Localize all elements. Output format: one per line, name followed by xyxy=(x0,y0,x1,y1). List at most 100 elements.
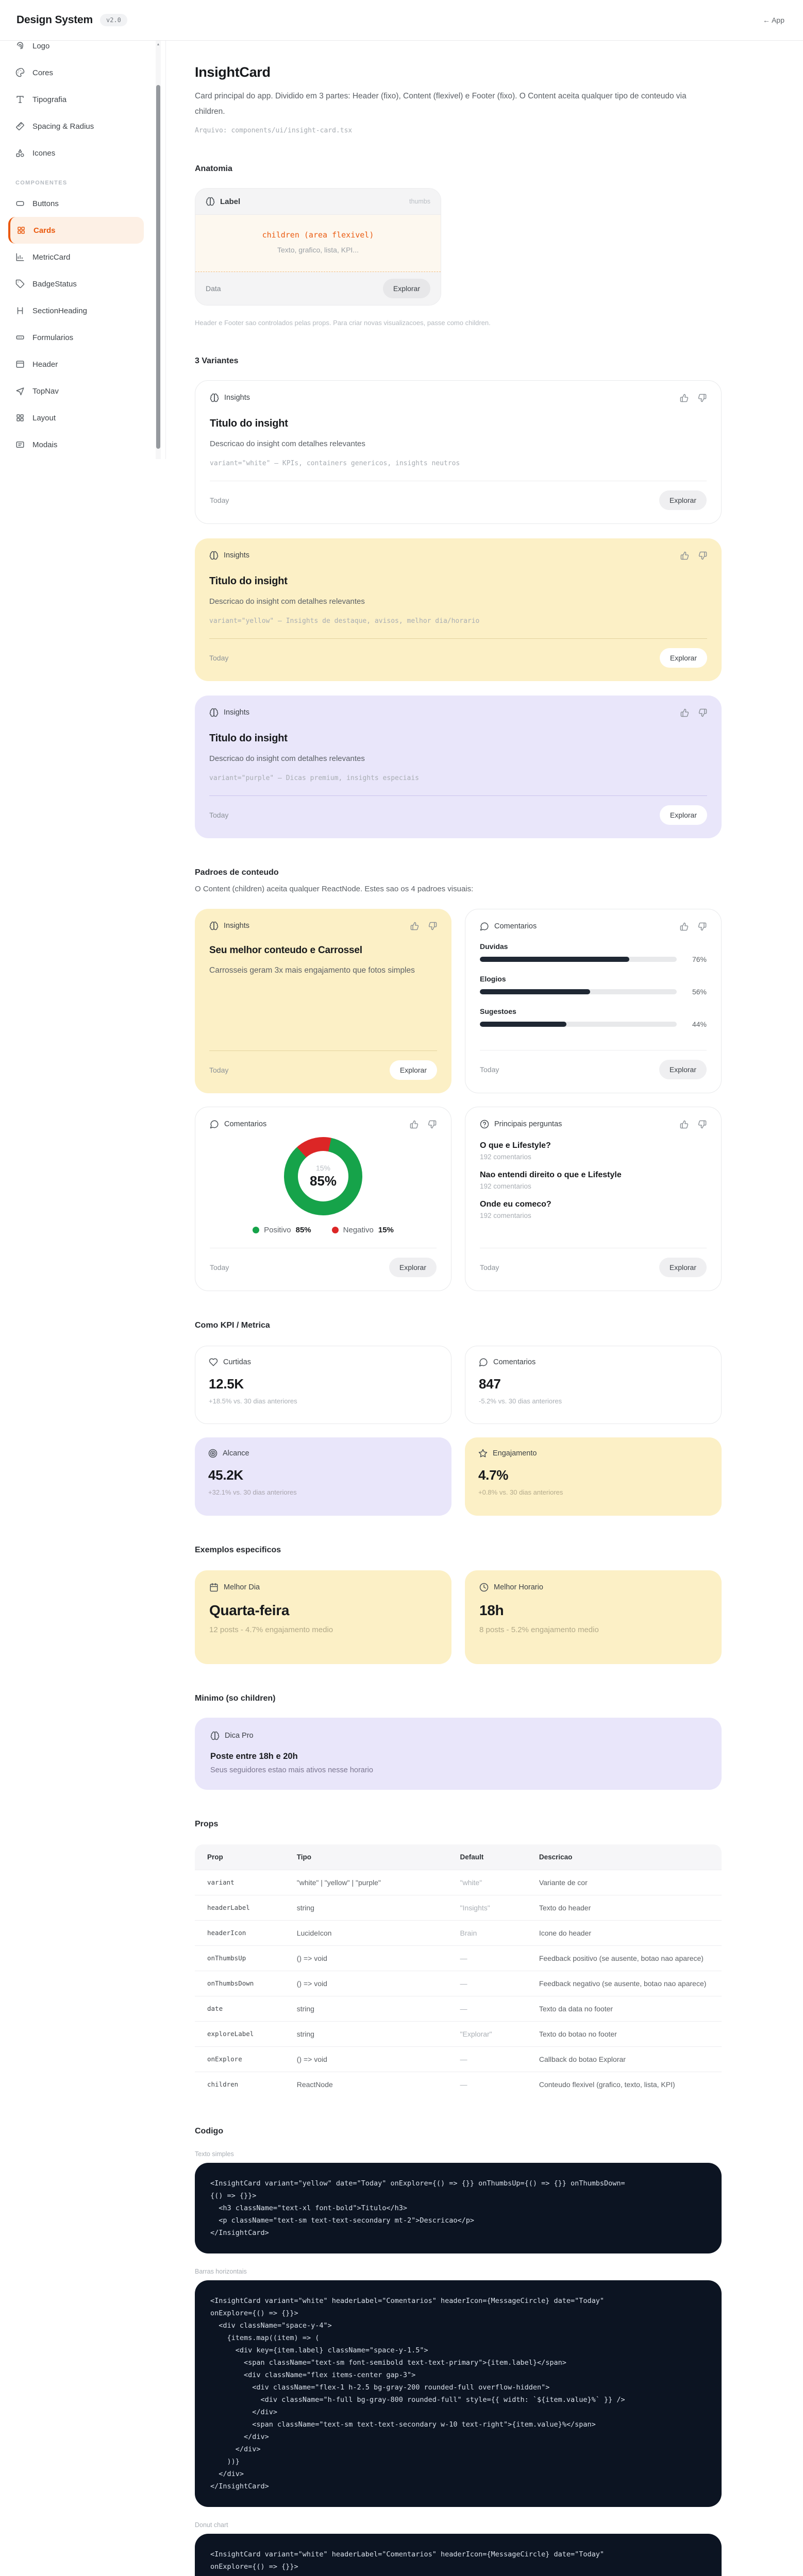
insight-description: Carrosseis geram 3x mais engajamento que… xyxy=(209,966,415,975)
target-icon xyxy=(208,1449,218,1458)
sidebar-item-label: Layout xyxy=(32,413,56,422)
sidebar-item-header[interactable]: Header xyxy=(8,351,144,378)
props-cell: onThumbsDown xyxy=(195,1971,285,1996)
props-table-row: variant "white" | "yellow" | "purple" "whi… xyxy=(195,1870,722,1895)
sidebar-item-icones[interactable]: Icones xyxy=(8,140,144,166)
help-circle-icon xyxy=(480,1120,489,1129)
sidebar-item-sectionheading[interactable]: SectionHeading xyxy=(8,297,144,324)
explore-button[interactable]: Explorar xyxy=(659,805,707,825)
bar-fill xyxy=(480,957,630,962)
sidebar-item-modais[interactable]: Modais xyxy=(8,431,144,458)
sidebar-item-layout[interactable]: Layout xyxy=(8,404,144,431)
sidebar-item-spacing-radius[interactable]: Spacing & Radius xyxy=(8,113,144,140)
brain-icon xyxy=(206,197,215,206)
clock-icon xyxy=(479,1583,489,1592)
thumbs-up-icon[interactable] xyxy=(410,922,419,930)
back-to-app-link[interactable]: ← App xyxy=(762,16,784,24)
props-cell: variant xyxy=(195,1870,285,1895)
sidebar-item-label: BadgeStatus xyxy=(32,279,77,289)
explore-button[interactable]: Explorar xyxy=(659,490,707,511)
section-heading: Props xyxy=(195,1820,219,1829)
sidebar-item-formularios[interactable]: Formularios xyxy=(8,324,144,351)
props-table-row: children ReactNode — Conteudo flexivel (gra… xyxy=(195,2072,722,2097)
props-cell: LucideIcon xyxy=(284,1920,448,1945)
thumbs-up-icon[interactable] xyxy=(680,708,689,717)
tip-title: Poste entre 18h e 20h xyxy=(210,1752,298,1761)
props-table-row: headerLabel string "Insights" Texto do head… xyxy=(195,1895,722,1920)
scrollbar-up-arrow[interactable]: ▲ xyxy=(156,43,160,46)
brain-icon xyxy=(210,393,219,402)
app-title: Design System xyxy=(16,14,93,26)
kpi-card-comentarios: Comentarios 847 -5.2% vs. 30 dias anteri… xyxy=(465,1346,722,1425)
thumbs-down-icon[interactable] xyxy=(428,1120,437,1129)
message-circle-icon xyxy=(479,1358,488,1367)
kpi-label: Alcance xyxy=(223,1449,249,1458)
sidebar-item-cards[interactable]: Cards xyxy=(8,217,144,244)
anatomy-thumbs-hint: thumbs xyxy=(409,198,430,206)
props-cell: — xyxy=(447,2046,527,2072)
sidebar-scrollbar[interactable]: ▲ xyxy=(156,41,161,459)
bar-item: Duvidas 76% xyxy=(480,942,707,963)
layout-grid-icon xyxy=(15,413,25,422)
thumbs-down-icon[interactable] xyxy=(698,1120,707,1129)
sidebar-item-cores[interactable]: Cores xyxy=(8,59,144,86)
thumbs-up-icon[interactable] xyxy=(680,394,689,402)
sidebar-item-label: Formularios xyxy=(32,333,74,342)
thumbs-up-icon[interactable] xyxy=(680,551,689,560)
thumbs-up-icon[interactable] xyxy=(680,922,689,931)
explore-button[interactable]: Explorar xyxy=(659,1060,707,1080)
insight-title: Titulo do insight xyxy=(209,575,288,587)
pattern-card-text: Insights Seu melhor conteudo e Carrossel… xyxy=(195,909,451,1094)
card-header-label: Comentarios xyxy=(494,922,537,931)
question-text: O que e Lifestyle? xyxy=(480,1141,551,1150)
brand: Design System v2.0 xyxy=(16,14,127,26)
thumbs-down-icon[interactable] xyxy=(698,551,707,560)
form-input-icon xyxy=(15,333,25,342)
kpi-delta: +0.8% vs. 30 dias anteriores xyxy=(478,1488,563,1497)
thumbs-down-icon[interactable] xyxy=(698,394,707,402)
question-item: Nao entendi direito o que e Lifestyle 19… xyxy=(480,1171,707,1190)
sidebar-item-logo[interactable]: Logo xyxy=(8,41,144,59)
brain-icon xyxy=(209,708,219,717)
section-padroes: Padroes de conteudo O Content (children)… xyxy=(195,868,722,1292)
thumbs-up-icon[interactable] xyxy=(680,1120,689,1129)
thumbs-down-icon[interactable] xyxy=(698,708,707,717)
props-cell: Conteudo flexivel (grafico, texto, lista… xyxy=(526,2072,722,2097)
legend-label: Negativo xyxy=(343,1226,374,1235)
explore-button[interactable]: Explorar xyxy=(389,1258,437,1278)
shapes-icon xyxy=(15,148,25,158)
thumbs-down-icon[interactable] xyxy=(698,922,707,931)
example-sub: 12 posts - 4.7% engajamento medio xyxy=(209,1625,333,1635)
column-header: Default xyxy=(447,1844,527,1870)
explore-button[interactable]: Explorar xyxy=(659,1258,707,1278)
thumbs-up-icon[interactable] xyxy=(410,1120,419,1129)
thumbs-down-icon[interactable] xyxy=(428,922,437,930)
file-path: Arquivo: components/ui/insight-card.tsx xyxy=(195,127,353,135)
explore-button[interactable]: Explorar xyxy=(659,648,707,668)
code-block: <InsightCard variant="yellow" date="Toda… xyxy=(195,2163,722,2254)
sidebar-item-metriccard[interactable]: MetricCard xyxy=(8,244,144,270)
explore-button[interactable]: Explorar xyxy=(382,279,430,299)
props-cell: Feedback negativo (se ausente, botao nao… xyxy=(526,1971,722,1996)
sidebar-item-label: Buttons xyxy=(32,199,59,208)
bar-fill xyxy=(480,989,590,995)
card-header-label: Dica Pro xyxy=(225,1732,254,1740)
scrollbar-thumb[interactable] xyxy=(156,85,160,449)
sidebar-item-label: Spacing & Radius xyxy=(32,122,94,131)
card-header-label: Insights xyxy=(224,922,249,930)
sidebar-item-buttons[interactable]: Buttons xyxy=(8,190,144,217)
kpi-card-curtidas: Curtidas 12.5K +18.5% vs. 30 dias anteri… xyxy=(195,1346,451,1425)
sidebar-item-topnav[interactable]: TopNav xyxy=(8,378,144,404)
explore-button[interactable]: Explorar xyxy=(389,1060,437,1080)
sidebar-nav: Logo Cores Tipografia Spacing & Radius I… xyxy=(0,41,165,458)
example-label: Melhor Horario xyxy=(494,1583,543,1592)
sidebar-item-badgestatus[interactable]: BadgeStatus xyxy=(8,270,144,297)
sidebar-item-tipografia[interactable]: Tipografia xyxy=(8,86,144,113)
variant-meta: variant="yellow" — Insights de destaque,… xyxy=(209,617,480,625)
props-table-row: exploreLabel string "Explorar" Texto do bot… xyxy=(195,2021,722,2046)
question-item: O que e Lifestyle? 192 comentarios xyxy=(480,1141,707,1161)
sidebar-item-label: MetricCard xyxy=(32,252,71,262)
children-slot-label: children (area flexivel) xyxy=(262,230,374,240)
donut-primary-value: 85% xyxy=(309,1173,337,1189)
props-cell: () => void xyxy=(284,1971,448,1996)
